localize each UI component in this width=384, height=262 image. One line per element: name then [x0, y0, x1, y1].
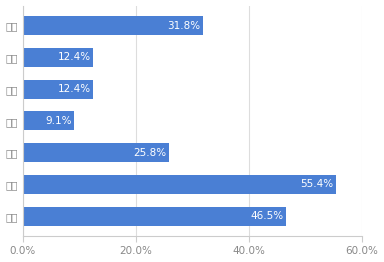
Text: 12.4%: 12.4%: [58, 52, 91, 62]
Bar: [23, 80, 93, 99]
Text: 46.5%: 46.5%: [250, 211, 283, 221]
Text: 25.8%: 25.8%: [133, 148, 167, 157]
Text: 12.4%: 12.4%: [58, 84, 91, 94]
Bar: [23, 16, 203, 35]
Text: 9.1%: 9.1%: [46, 116, 72, 126]
Bar: [23, 206, 286, 226]
Text: 31.8%: 31.8%: [167, 20, 200, 31]
Bar: [23, 175, 336, 194]
Text: 55.4%: 55.4%: [301, 179, 334, 189]
Bar: [23, 143, 169, 162]
Bar: [23, 48, 93, 67]
Bar: [23, 111, 74, 130]
